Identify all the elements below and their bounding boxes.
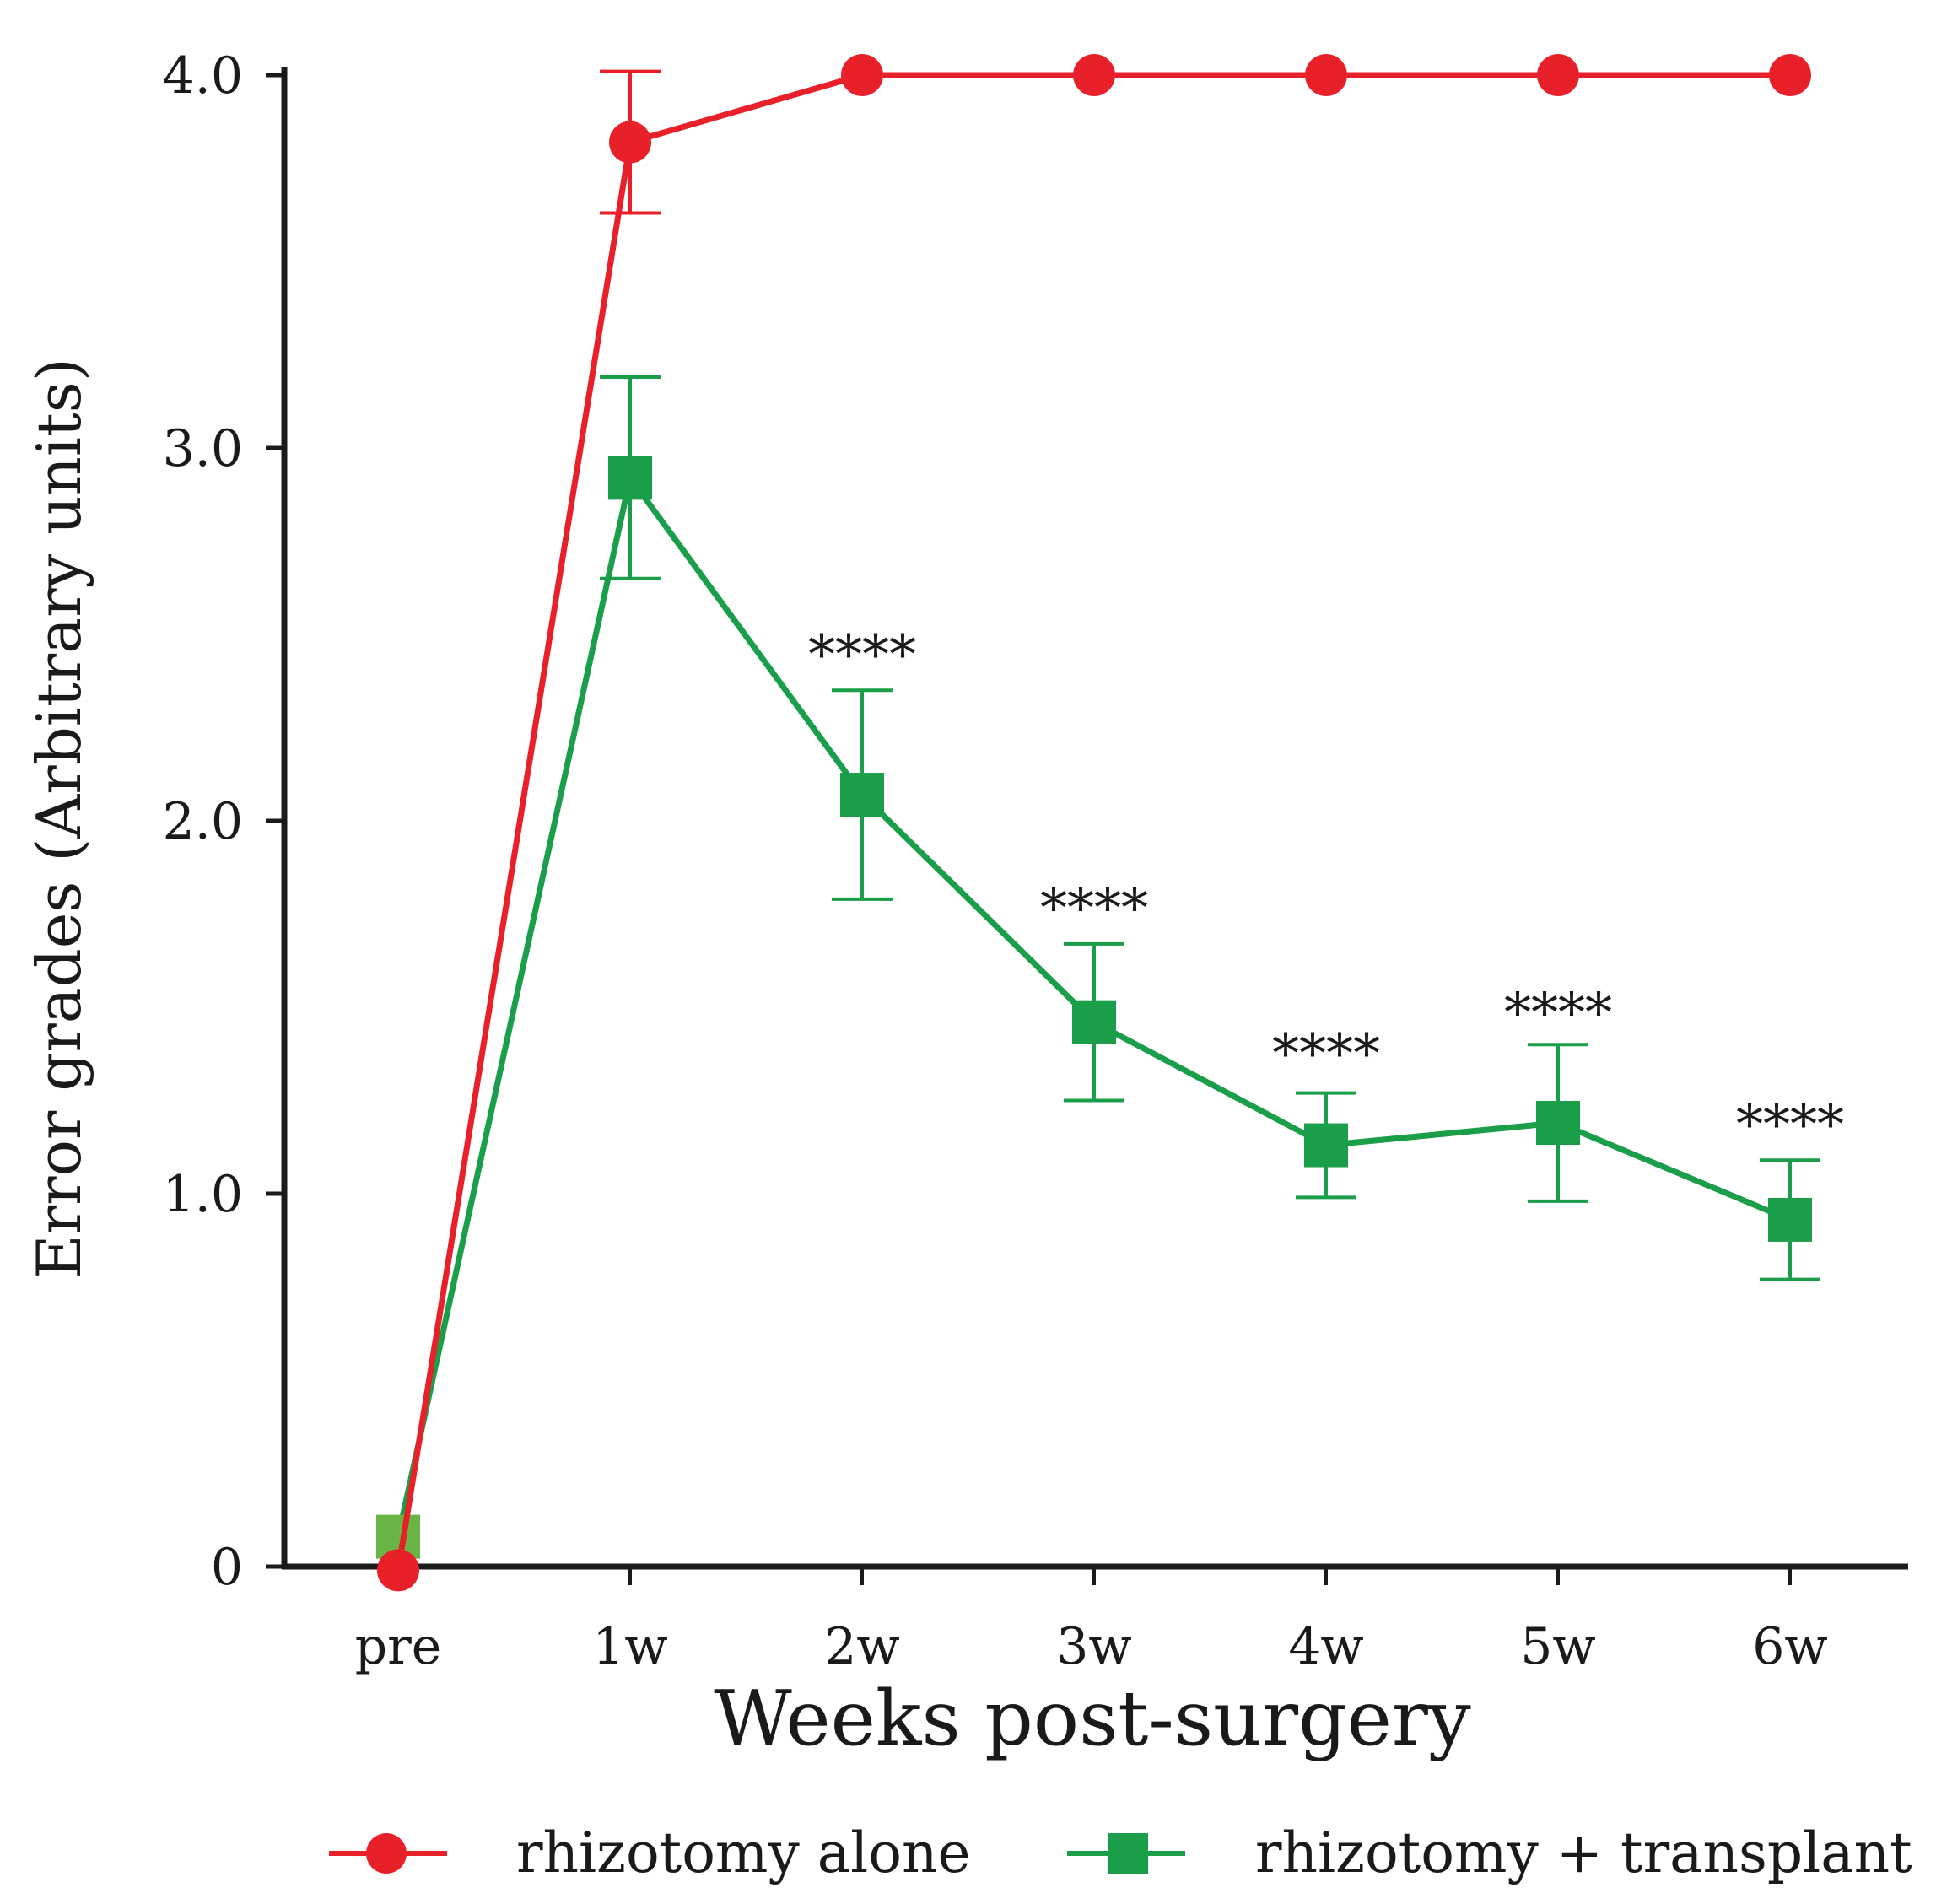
x-tick-label: 6w bbox=[1752, 1617, 1828, 1676]
series-layer bbox=[376, 54, 1820, 1592]
y-tick-label: 3.0 bbox=[163, 419, 243, 478]
data-point bbox=[1768, 1197, 1812, 1242]
data-point bbox=[1536, 1101, 1580, 1146]
legend-label: rhizotomy alone bbox=[516, 1820, 971, 1885]
significance-label: **** bbox=[1736, 1094, 1844, 1157]
y-axis-title: Error grades (Arbitrary units) bbox=[24, 358, 94, 1279]
significance-label: **** bbox=[1272, 1023, 1380, 1086]
data-point bbox=[1537, 54, 1579, 96]
x-tick-label: 5w bbox=[1520, 1617, 1596, 1676]
labels: Error grades (Arbitrary units) Weeks pos… bbox=[24, 358, 1471, 1763]
legend-item-rhizotomy-alone: rhizotomy alone bbox=[329, 1820, 971, 1885]
significance-label: **** bbox=[1504, 982, 1612, 1044]
legend-marker bbox=[1108, 1833, 1148, 1874]
data-point bbox=[1073, 54, 1115, 96]
data-point bbox=[840, 773, 884, 817]
data-point bbox=[1769, 54, 1811, 96]
data-point bbox=[1305, 54, 1347, 96]
annotation-layer: **** **** **** **** **** bbox=[808, 624, 1844, 1157]
data-point bbox=[609, 121, 651, 164]
axes: 0 1.0 2.0 3.0 4.0 pre 1w 2w 3w 4w 5w 6w bbox=[163, 46, 1908, 1676]
data-point bbox=[377, 1549, 419, 1592]
data-point bbox=[1304, 1123, 1348, 1168]
x-tick-label: 3w bbox=[1056, 1617, 1132, 1676]
data-point bbox=[608, 456, 652, 500]
x-tick-label: 4w bbox=[1288, 1617, 1364, 1676]
y-tick-label: 0 bbox=[211, 1538, 243, 1597]
x-tick-label: 1w bbox=[592, 1617, 668, 1676]
y-tick-label: 4.0 bbox=[163, 46, 243, 105]
y-tick-label: 1.0 bbox=[163, 1165, 243, 1224]
data-point bbox=[1072, 1000, 1116, 1044]
series-rhizotomy-transplant bbox=[376, 375, 1820, 1559]
y-tick-label: 2.0 bbox=[163, 792, 243, 851]
significance-label: **** bbox=[808, 624, 916, 687]
x-tick-label: pre bbox=[355, 1617, 442, 1676]
x-tick-label: 2w bbox=[824, 1617, 900, 1676]
series-line bbox=[395, 72, 1790, 1571]
legend-item-rhizotomy-transplant: rhizotomy + transplant bbox=[1067, 1820, 1912, 1885]
x-axis-title: Weeks post-surgery bbox=[714, 1675, 1471, 1763]
legend: rhizotomy alone rhizotomy + transplant bbox=[329, 1820, 1912, 1885]
legend-label: rhizotomy + transplant bbox=[1255, 1820, 1912, 1885]
data-point bbox=[841, 54, 883, 96]
legend-marker bbox=[366, 1833, 407, 1874]
significance-label: **** bbox=[1040, 878, 1148, 941]
series-rhizotomy-alone bbox=[377, 54, 1811, 1592]
